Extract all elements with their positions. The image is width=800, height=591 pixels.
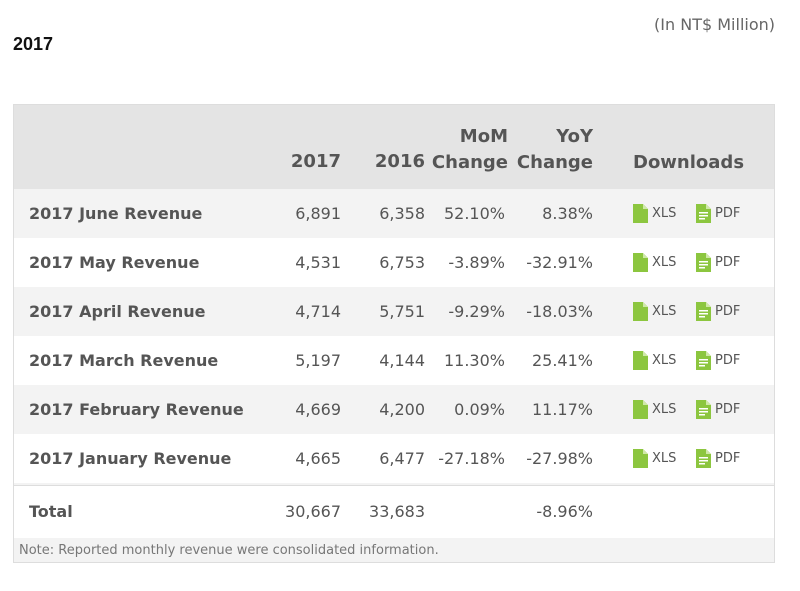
download-xls-link[interactable]: XLS	[633, 349, 676, 371]
row-mom-change: 52.10%	[443, 204, 505, 223]
year-title: 2017	[13, 34, 54, 54]
download-pdf-link[interactable]: PDF	[696, 349, 740, 371]
row-yoy-change: -32.91%	[526, 253, 593, 272]
document-file-icon	[696, 399, 711, 419]
header-yoy-line2: Change	[516, 152, 593, 173]
row-2017-value: 4,714	[295, 302, 341, 321]
document-file-icon	[696, 252, 711, 272]
row-yoy-change: -18.03%	[526, 302, 593, 321]
download-pdf-label: PDF	[715, 352, 741, 368]
row-2017-value: 6,891	[295, 204, 341, 223]
download-pdf-link[interactable]: PDF	[696, 251, 740, 273]
table-row: 2017 January Revenue 4,665 6,477 -27.18% -27…	[14, 434, 774, 483]
table-row: 2017 March Revenue 5,197 4,144 11.30% 25.41%…	[14, 336, 774, 385]
row-2016-value: 4,200	[379, 400, 425, 419]
spreadsheet-file-icon	[633, 252, 648, 272]
row-2016-value: 6,358	[379, 204, 425, 223]
row-yoy-change: 8.38%	[542, 204, 593, 223]
download-xls-label: XLS	[652, 205, 677, 221]
spreadsheet-file-icon	[633, 301, 648, 321]
table-row: 2017 April Revenue 4,714 5,751 -9.29% -18.03…	[14, 287, 774, 336]
document-file-icon	[696, 350, 711, 370]
download-xls-label: XLS	[652, 450, 677, 466]
document-file-icon	[696, 448, 711, 468]
download-pdf-label: PDF	[715, 303, 741, 319]
download-pdf-link[interactable]: PDF	[696, 447, 740, 469]
download-pdf-label: PDF	[715, 205, 741, 221]
spreadsheet-file-icon	[633, 203, 648, 223]
total-row: Total 30,667 33,683 -8.96%	[14, 485, 774, 538]
document-file-icon	[696, 301, 711, 321]
row-mom-change: 0.09%	[454, 400, 505, 419]
download-xls-label: XLS	[652, 254, 677, 270]
row-name: 2017 May Revenue	[29, 253, 200, 272]
download-xls-link[interactable]: XLS	[633, 447, 676, 469]
download-pdf-link[interactable]: PDF	[696, 398, 740, 420]
row-yoy-change: -27.98%	[526, 449, 593, 468]
download-pdf-label: PDF	[715, 401, 741, 417]
table-row: 2017 June Revenue 6,891 6,358 52.10% 8.38% XL…	[14, 189, 774, 238]
download-xls-link[interactable]: XLS	[633, 300, 676, 322]
row-2016-value: 5,751	[379, 302, 425, 321]
unit-note: (In NT$ Million)	[654, 15, 775, 34]
download-pdf-link[interactable]: PDF	[696, 202, 740, 224]
table-header: 2017 2016 MoM Change YoY Change Download…	[14, 105, 774, 189]
row-yoy-change: 11.17%	[531, 400, 593, 419]
spreadsheet-file-icon	[633, 448, 648, 468]
total-yoy: -8.96%	[536, 502, 593, 521]
spreadsheet-file-icon	[633, 350, 648, 370]
download-xls-link[interactable]: XLS	[633, 251, 676, 273]
row-2016-value: 4,144	[379, 351, 425, 370]
table-row: 2017 May Revenue 4,531 6,753 -3.89% -32.91% X…	[14, 238, 774, 287]
row-name: 2017 April Revenue	[29, 302, 206, 321]
header-mom-line2: Change	[431, 152, 508, 173]
row-name: 2017 June Revenue	[29, 204, 203, 223]
row-2017-value: 5,197	[295, 351, 341, 370]
header-2017: 2017	[290, 151, 341, 172]
row-2016-value: 6,753	[379, 253, 425, 272]
row-2017-value: 4,669	[295, 400, 341, 419]
row-yoy-change: 25.41%	[531, 351, 593, 370]
total-2016: 33,683	[369, 502, 425, 521]
download-pdf-link[interactable]: PDF	[696, 300, 740, 322]
download-xls-label: XLS	[652, 303, 677, 319]
row-mom-change: -9.29%	[448, 302, 505, 321]
download-pdf-label: PDF	[715, 254, 741, 270]
revenue-table: 2017 2016 MoM Change YoY Change Download…	[13, 104, 775, 563]
download-xls-link[interactable]: XLS	[633, 398, 676, 420]
total-2017: 30,667	[285, 502, 341, 521]
footnote: Note: Reported monthly revenue were cons…	[19, 543, 439, 558]
row-mom-change: -3.89%	[448, 253, 505, 272]
download-xls-label: XLS	[652, 401, 677, 417]
row-2016-value: 6,477	[379, 449, 425, 468]
download-xls-link[interactable]: XLS	[633, 202, 676, 224]
download-pdf-label: PDF	[715, 450, 741, 466]
row-name: 2017 February Revenue	[29, 400, 244, 419]
row-mom-change: -27.18%	[438, 449, 505, 468]
total-label: Total	[29, 502, 73, 521]
download-xls-label: XLS	[652, 352, 677, 368]
row-2017-value: 4,531	[295, 253, 341, 272]
row-name: 2017 March Revenue	[29, 351, 219, 370]
spreadsheet-file-icon	[633, 399, 648, 419]
row-2017-value: 4,665	[295, 449, 341, 468]
table-row: 2017 February Revenue 4,669 4,200 0.09% 11.1…	[14, 385, 774, 434]
header-2016: 2016	[374, 151, 425, 172]
header-mom-line1: MoM	[459, 126, 508, 147]
header-yoy-line1: YoY	[556, 126, 593, 147]
row-name: 2017 January Revenue	[29, 449, 232, 468]
document-file-icon	[696, 203, 711, 223]
header-downloads: Downloads	[633, 152, 745, 173]
row-mom-change: 11.30%	[443, 351, 505, 370]
